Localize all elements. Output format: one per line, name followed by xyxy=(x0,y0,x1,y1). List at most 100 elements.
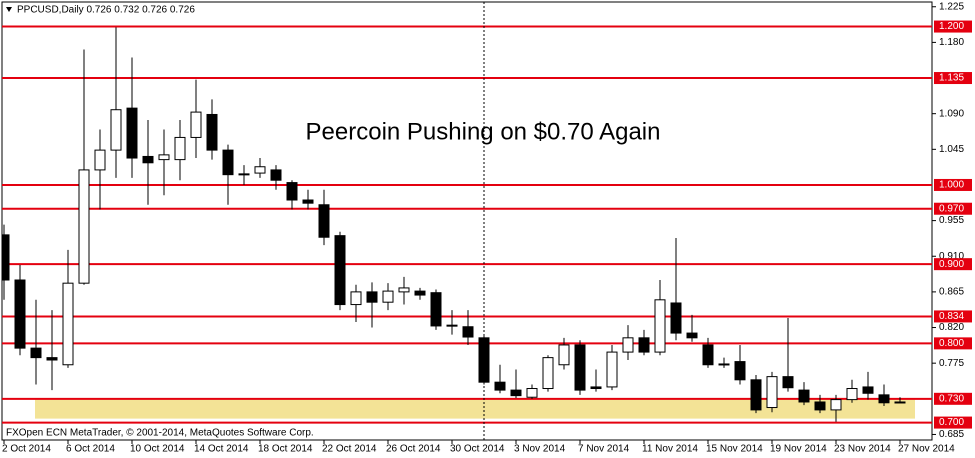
candle-body xyxy=(670,302,682,334)
candle-body xyxy=(862,386,874,394)
level-label-box xyxy=(934,416,972,429)
candle-body xyxy=(638,337,650,353)
candle-body xyxy=(254,166,266,174)
candle-body xyxy=(830,399,842,411)
level-label: 0.834 xyxy=(939,311,964,322)
candle-body xyxy=(782,376,794,389)
candle-body xyxy=(894,401,906,404)
plot-frame xyxy=(1,1,933,441)
x-tick-label: 6 Oct 2014 xyxy=(66,444,115,455)
candle-body xyxy=(62,282,74,366)
candle-body xyxy=(14,279,26,349)
y-tick-label: 0.865 xyxy=(939,287,964,298)
level-label: 0.700 xyxy=(939,417,964,428)
candle-body xyxy=(622,337,634,353)
level-label: 1.000 xyxy=(939,180,964,191)
candle-body xyxy=(158,154,170,161)
header-arrow xyxy=(6,7,12,12)
candle-body xyxy=(654,299,666,353)
level-label-box xyxy=(934,310,972,323)
x-tick-label: 14 Oct 2014 xyxy=(194,444,249,455)
y-tick-label: 0.775 xyxy=(939,358,964,369)
candle-body xyxy=(46,357,58,361)
candle-body xyxy=(94,149,106,171)
candle-body xyxy=(270,169,282,181)
y-tick-label: 0.955 xyxy=(939,215,964,226)
level-label-box xyxy=(934,72,972,85)
candle-body xyxy=(542,357,554,390)
candle-body xyxy=(222,149,234,176)
candle-body xyxy=(734,361,746,381)
candle-body xyxy=(382,290,394,303)
candle-body xyxy=(190,111,202,138)
candle-body xyxy=(2,234,10,281)
candle-body xyxy=(398,287,410,293)
x-tick-label: 10 Oct 2014 xyxy=(130,444,185,455)
candle-body xyxy=(494,381,506,391)
candle-body xyxy=(174,136,186,161)
candle-body xyxy=(142,155,154,164)
footer: FXOpen ECN MetaTrader, © 2001-2014, Meta… xyxy=(6,428,314,439)
candle-body xyxy=(78,169,90,284)
candle-body xyxy=(462,326,474,338)
zone-layer xyxy=(35,399,915,419)
candle-body xyxy=(30,347,42,359)
x-tick-label: 22 Oct 2014 xyxy=(322,444,377,455)
candle-body xyxy=(478,337,490,383)
candle-body xyxy=(238,173,250,176)
level-label-box xyxy=(934,178,972,191)
x-tick-label: 2 Oct 2014 xyxy=(2,444,51,455)
header: PPCUSD,Daily 0.726 0.732 0.726 0.726 xyxy=(17,5,195,16)
candle-body xyxy=(606,351,618,388)
level-label-box xyxy=(934,202,972,215)
candle-body xyxy=(718,363,730,366)
y-tick-label: 1.090 xyxy=(939,108,964,119)
candle-body xyxy=(350,291,362,306)
level-layer xyxy=(2,25,932,424)
level-label-box xyxy=(934,337,972,350)
candle-body xyxy=(318,204,330,238)
candle-body xyxy=(366,291,378,303)
candle-body xyxy=(526,388,538,398)
y-tick-label: 0.820 xyxy=(939,322,964,333)
candle-body xyxy=(414,290,426,296)
candle-body xyxy=(814,401,826,411)
level-label-box xyxy=(934,258,972,271)
level-label: 0.900 xyxy=(939,259,964,270)
x-tick-label: 27 Nov 2014 xyxy=(898,444,955,455)
chart-title: Peercoin Pushing on $0.70 Again xyxy=(306,118,661,145)
candle-body xyxy=(126,107,138,159)
x-tick-label: 18 Oct 2014 xyxy=(258,444,313,455)
candle-body xyxy=(878,394,890,404)
y-tick-label: 1.045 xyxy=(939,144,964,155)
x-tick-label: 30 Oct 2014 xyxy=(450,444,505,455)
candle-body xyxy=(110,109,122,151)
candle-body xyxy=(558,344,570,366)
level-label-box xyxy=(934,20,972,33)
candle-body xyxy=(286,182,298,201)
candle-body xyxy=(750,379,762,411)
x-tick-label: 26 Oct 2014 xyxy=(386,444,441,455)
x-tick-label: 11 Nov 2014 xyxy=(642,444,698,455)
level-label: 0.800 xyxy=(939,338,964,349)
candle-body xyxy=(430,292,442,327)
candle-body xyxy=(334,235,346,306)
support-zone xyxy=(35,399,915,419)
y-tick-label: 0.910 xyxy=(939,251,964,262)
level-label: 0.970 xyxy=(939,203,964,214)
candle-body xyxy=(206,113,218,151)
y-tick-label: 1.180 xyxy=(939,37,964,48)
level-label: 1.200 xyxy=(939,21,964,32)
x-tick-label: 7 Nov 2014 xyxy=(578,444,630,455)
level-label: 0.730 xyxy=(939,393,964,404)
level-label-box xyxy=(934,392,972,405)
candle-body xyxy=(510,389,522,397)
x-tick-label: 3 Nov 2014 xyxy=(514,444,566,455)
y-tick-label: 0.685 xyxy=(939,429,964,440)
candle-body xyxy=(846,388,858,401)
candle-body xyxy=(590,386,602,390)
candle-body xyxy=(798,389,810,403)
